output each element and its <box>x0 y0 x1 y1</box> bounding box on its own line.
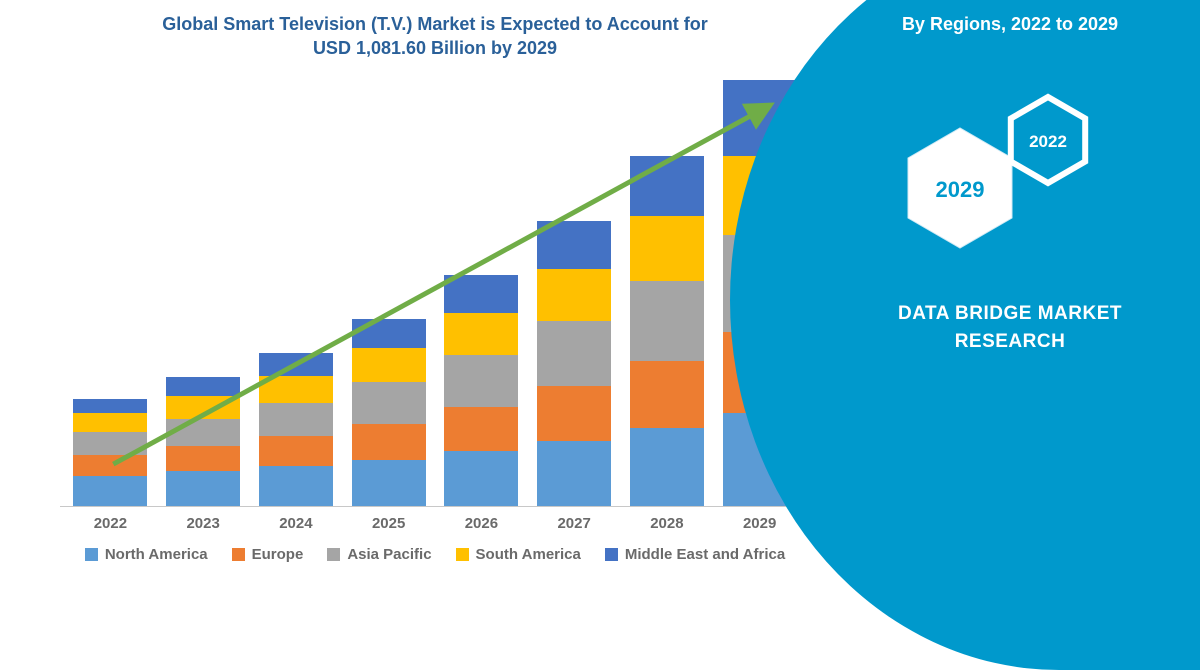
bar-segment <box>73 432 147 455</box>
brand-text: DATA BRIDGE MARKET RESEARCH <box>820 300 1200 355</box>
bar-segment <box>444 275 518 313</box>
bar-column <box>536 221 612 506</box>
bar-segment <box>537 269 611 321</box>
bar-column <box>258 353 334 506</box>
chart-plot-area <box>60 67 810 507</box>
bar-segment <box>259 403 333 437</box>
chart-panel: Global Smart Television (T.V.) Market is… <box>0 0 820 600</box>
root: Global Smart Television (T.V.) Market is… <box>0 0 1200 600</box>
bar-segment <box>352 460 426 506</box>
bar-segment <box>259 376 333 403</box>
bar-segment <box>444 355 518 407</box>
legend-label: South America <box>476 546 581 563</box>
bar-column <box>351 319 427 505</box>
brand-line2: RESEARCH <box>955 331 1066 352</box>
bar-stack <box>537 221 611 506</box>
right-subtitle: By Regions, 2022 to 2029 <box>820 14 1200 35</box>
bar-segment <box>73 399 147 414</box>
bar-column <box>629 156 705 506</box>
svg-text:2029: 2029 <box>936 177 985 202</box>
bar-segment <box>259 353 333 376</box>
legend-item: Europe <box>232 546 304 563</box>
bar-segment <box>352 319 426 348</box>
bar-stack <box>73 399 147 506</box>
svg-text:2022: 2022 <box>1029 132 1067 151</box>
bar-stack <box>444 275 518 505</box>
legend-item: Asia Pacific <box>327 546 431 563</box>
bar-segment <box>259 436 333 465</box>
bar-segment <box>73 413 147 432</box>
bar-segment <box>630 156 704 217</box>
legend-label: Europe <box>252 546 304 563</box>
x-tick-label: 2023 <box>165 515 241 532</box>
bar-segment <box>630 361 704 428</box>
bar-segment <box>537 221 611 269</box>
hexagon-graphic: 2029 2022 <box>820 70 1200 270</box>
legend-swatch <box>85 548 98 561</box>
x-tick-label: 2022 <box>72 515 148 532</box>
bar-segment <box>166 396 240 419</box>
legend-item: Middle East and Africa <box>605 546 785 563</box>
bar-segment <box>352 382 426 424</box>
legend-swatch <box>327 548 340 561</box>
legend: North America Europe Asia Pacific South Ame… <box>60 532 810 563</box>
bar-segment <box>444 407 518 451</box>
legend-label: Asia Pacific <box>347 546 431 563</box>
bar-segment <box>537 441 611 506</box>
bar-column <box>443 275 519 505</box>
bar-stack <box>166 377 240 506</box>
bar-stack <box>259 353 333 506</box>
x-tick-label: 2026 <box>443 515 519 532</box>
bar-segment <box>444 313 518 355</box>
chart-title-line2: USD 1,081.60 Billion by 2029 <box>313 38 557 58</box>
bar-segment <box>630 216 704 281</box>
bar-column <box>72 399 148 506</box>
right-panel: By Regions, 2022 to 2029 2029 2022 DATA … <box>820 0 1200 600</box>
bar-segment <box>444 451 518 505</box>
x-axis: 2022 2023 2024 2025 2026 2027 2028 2029 <box>60 507 810 532</box>
bar-stack <box>630 156 704 506</box>
x-tick-label: 2027 <box>536 515 612 532</box>
x-tick-label: 2028 <box>629 515 705 532</box>
brand-line1: DATA BRIDGE MARKET <box>898 303 1122 324</box>
right-inner: By Regions, 2022 to 2029 2029 2022 DATA … <box>820 0 1200 600</box>
bar-segment <box>537 386 611 440</box>
legend-swatch <box>456 548 469 561</box>
bar-segment <box>537 321 611 386</box>
bar-segment <box>352 348 426 382</box>
x-tick-label: 2025 <box>351 515 427 532</box>
bar-segment <box>166 471 240 506</box>
x-tick-label: 2024 <box>258 515 334 532</box>
bar-segment <box>630 428 704 506</box>
legend-label: Middle East and Africa <box>625 546 785 563</box>
legend-item: South America <box>456 546 581 563</box>
bar-segment <box>630 281 704 361</box>
bar-stacks <box>60 67 810 506</box>
bar-segment <box>352 424 426 460</box>
bar-segment <box>259 466 333 506</box>
legend-label: North America <box>105 546 208 563</box>
bar-segment <box>166 446 240 471</box>
bar-segment <box>166 419 240 446</box>
x-tick-label: 2029 <box>722 515 798 532</box>
bar-segment <box>73 476 147 505</box>
bar-column <box>165 377 241 506</box>
legend-swatch <box>232 548 245 561</box>
chart-title: Global Smart Television (T.V.) Market is… <box>60 12 810 61</box>
chart-title-line1: Global Smart Television (T.V.) Market is… <box>162 14 707 34</box>
legend-item: North America <box>85 546 208 563</box>
bar-segment <box>166 377 240 396</box>
bar-stack <box>352 319 426 505</box>
legend-swatch <box>605 548 618 561</box>
bar-segment <box>73 455 147 476</box>
